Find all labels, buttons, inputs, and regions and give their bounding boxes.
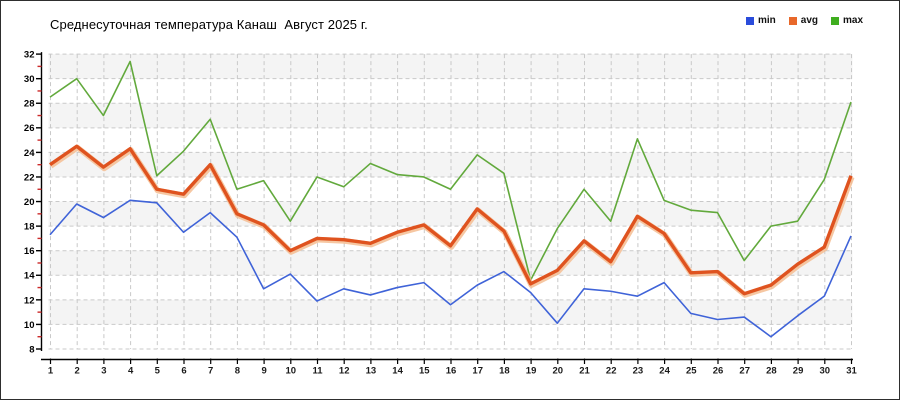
plot-stripe bbox=[48, 54, 853, 79]
min-line bbox=[49, 199, 852, 338]
legend-label-avg: avg bbox=[800, 15, 819, 26]
x-tick-label: 20 bbox=[553, 366, 564, 377]
x-tick-label: 19 bbox=[526, 366, 537, 377]
avg-line bbox=[49, 144, 853, 296]
plot-stripe bbox=[48, 103, 853, 128]
x-tick-label: 21 bbox=[579, 366, 590, 377]
x-tick-label: 14 bbox=[392, 366, 403, 377]
x-tick-label: 26 bbox=[713, 366, 724, 377]
x-tick-label: 27 bbox=[739, 366, 750, 377]
x-tick-label: 1 bbox=[48, 366, 54, 377]
x-tick-label: 17 bbox=[472, 366, 483, 377]
y-tick-label: 18 bbox=[24, 222, 35, 233]
legend-swatch-avg-icon bbox=[788, 16, 797, 25]
legend-label-max: max bbox=[843, 15, 864, 26]
chart-title: Среднесуточная температура Канаш Август … bbox=[50, 17, 368, 32]
x-tick-label: 7 bbox=[208, 366, 213, 377]
x-tick-label: 2 bbox=[75, 366, 80, 377]
x-tick-label: 11 bbox=[312, 366, 323, 377]
y-tick-label: 32 bbox=[24, 50, 35, 61]
x-tick-label: 3 bbox=[101, 366, 106, 377]
x-tick-label: 9 bbox=[261, 366, 266, 377]
plot-stripe bbox=[48, 152, 853, 177]
x-tick-label: 25 bbox=[686, 366, 697, 377]
legend-swatch-max-icon bbox=[831, 16, 840, 25]
y-tick-label: 16 bbox=[24, 246, 35, 257]
x-tick-label: 23 bbox=[633, 366, 644, 377]
legend-label-min: min bbox=[758, 15, 776, 26]
x-tick-label: 29 bbox=[793, 366, 804, 377]
x-tick-label: 31 bbox=[846, 366, 857, 377]
y-tick-label: 24 bbox=[24, 148, 35, 159]
y-tick-label: 28 bbox=[24, 99, 35, 110]
x-tick-label: 30 bbox=[820, 366, 831, 377]
y-tick-label: 22 bbox=[24, 172, 35, 183]
x-tick-label: 24 bbox=[659, 366, 670, 377]
x-tick-label: 16 bbox=[446, 366, 457, 377]
x-tick-label: 28 bbox=[766, 366, 777, 377]
x-tick-label: 6 bbox=[181, 366, 186, 377]
x-tick-label: 5 bbox=[155, 366, 161, 377]
x-tick-label: 13 bbox=[366, 366, 377, 377]
x-tick-label: 15 bbox=[419, 366, 430, 377]
y-tick-label: 10 bbox=[24, 320, 35, 331]
y-tick-label: 14 bbox=[24, 271, 35, 282]
legend-item-max: max bbox=[831, 15, 863, 26]
x-tick-label: 18 bbox=[499, 366, 510, 377]
legend-item-avg: avg bbox=[788, 15, 819, 26]
y-tick-label: 30 bbox=[24, 74, 35, 85]
x-tick-label: 8 bbox=[235, 366, 240, 377]
x-tick-label: 12 bbox=[339, 366, 350, 377]
y-tick-label: 8 bbox=[29, 344, 34, 355]
x-tick-label: 4 bbox=[128, 366, 134, 377]
y-tick-label: 20 bbox=[24, 197, 35, 208]
y-tick-label: 12 bbox=[24, 295, 35, 306]
legend-swatch-min-icon bbox=[746, 16, 754, 25]
legend: min avg max bbox=[746, 15, 863, 26]
max-line bbox=[49, 60, 852, 281]
legend-item-min: min bbox=[746, 15, 776, 26]
y-tick-label: 26 bbox=[24, 123, 35, 134]
x-tick-label: 22 bbox=[606, 366, 617, 377]
x-tick-label: 10 bbox=[286, 366, 297, 377]
